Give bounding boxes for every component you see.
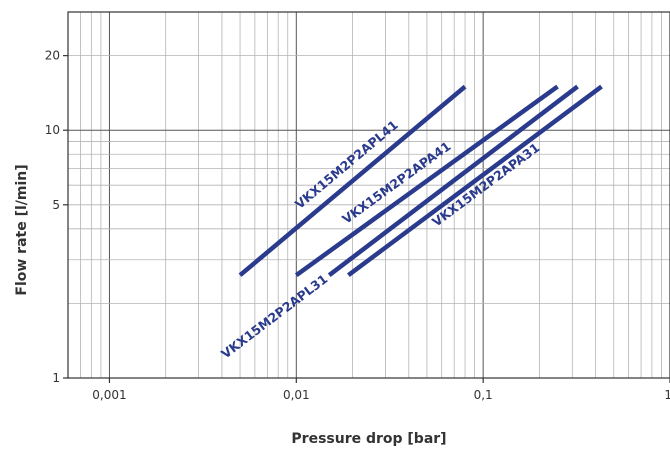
series-line xyxy=(347,84,603,277)
y-axis-title: Flow rate [l/min] xyxy=(14,164,30,295)
y-tick-label: 10 xyxy=(45,123,60,137)
x-tick-label: 0,1 xyxy=(474,388,493,402)
x-axis-title: Pressure drop [bar] xyxy=(291,431,446,447)
x-tick-label: 0,01 xyxy=(283,388,310,402)
grid xyxy=(67,11,670,379)
plot-frame xyxy=(67,11,670,379)
series-line xyxy=(294,84,559,278)
x-tick-label: 0,001 xyxy=(92,388,126,402)
series-line xyxy=(238,84,467,277)
x-tick-label: 1 xyxy=(664,388,670,402)
y-tick-label: 20 xyxy=(45,49,60,63)
series-layer: VKX15M2P2APL41VKX15M2P2APA41VKX15M2P2APL… xyxy=(218,84,603,361)
series-label: VKX15M2P2APL31 xyxy=(218,271,330,361)
tick-labels: 0,001 0,01 0,1 1 1 5 10 20 xyxy=(45,49,670,402)
y-tick-label: 5 xyxy=(52,198,60,212)
y-tick-label: 1 xyxy=(52,371,60,385)
series-line xyxy=(327,84,579,277)
